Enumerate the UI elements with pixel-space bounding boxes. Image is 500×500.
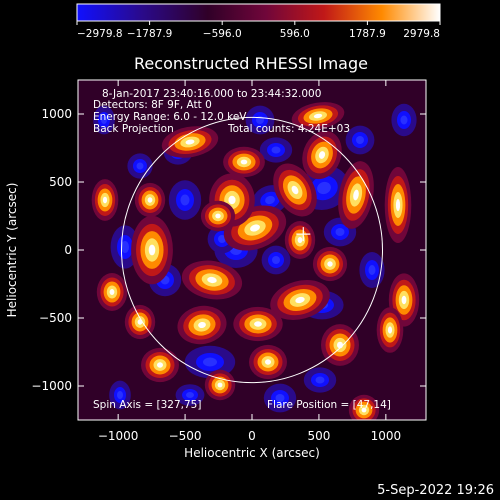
- heatmap-blob: [109, 289, 115, 295]
- annotation-spin-axis: Spin Axis = [327,75]: [93, 399, 201, 411]
- annotation-method: Back Projection: [93, 123, 174, 135]
- x-tick-label: −500: [169, 429, 202, 443]
- annotations: 8-Jan-2017 23:40:16.000 to 23:44:32.000 …: [93, 88, 391, 411]
- heatmap-blob: [250, 224, 260, 232]
- heatmap-blob: [313, 113, 323, 119]
- annotation-flare-position: Flare Position = [47,14]: [267, 399, 391, 411]
- heatmap-blob: [157, 362, 163, 368]
- y-tick-label: −1000: [31, 379, 72, 393]
- heatmap-blob: [136, 162, 144, 170]
- colorbar-tick-label: −1787.9: [127, 28, 173, 40]
- heatmap-blob: [254, 321, 262, 327]
- heatmap-blob: [102, 196, 108, 204]
- heatmap-blob: [198, 321, 206, 329]
- heatmap-blob: [356, 136, 364, 144]
- heatmap-blob: [121, 241, 129, 253]
- flare-marker: [296, 227, 311, 242]
- x-tick-label: 0: [248, 429, 256, 443]
- heatmap-image: [91, 102, 420, 420]
- colorbar: [76, 3, 441, 22]
- y-axis-label: Heliocentric Y (arcsec): [5, 183, 19, 318]
- solar-limb-circle: [121, 116, 383, 384]
- heatmap-blob: [218, 235, 226, 243]
- heatmap-blob: [148, 244, 156, 256]
- heatmap-blob: [368, 265, 376, 275]
- heatmap-blob: [335, 228, 345, 236]
- colorbar-ticks: −2979.8 −1787.9 −596.0 596.0 1787.9 2979.8: [76, 21, 441, 40]
- heatmap-blob: [295, 296, 305, 304]
- heatmap-blob: [101, 116, 107, 124]
- heatmap-blob: [275, 394, 285, 402]
- heatmap-blob: [387, 326, 393, 334]
- axes: −1000 −500 0 500 1000 1000 500 0 −500 −1000: [31, 80, 426, 443]
- heatmap-blob: [327, 261, 333, 267]
- heatmap-blob: [240, 159, 248, 165]
- heatmap-blob: [272, 256, 280, 264]
- heatmap-blob: [185, 139, 195, 145]
- heatmap-blob: [265, 195, 275, 205]
- heatmap-blob: [315, 376, 325, 384]
- heatmap-blob: [186, 392, 194, 398]
- heatmap-blob: [400, 115, 408, 125]
- heatmap-blob: [317, 181, 331, 195]
- y-tick-label: −500: [39, 311, 72, 325]
- heatmap-blob: [117, 391, 123, 399]
- colorbar-tick-label: 2979.8: [403, 28, 440, 40]
- colorbar-tick-label: −2979.8: [77, 28, 123, 40]
- colorbar-tick-label: −596.0: [203, 28, 242, 40]
- heatmap-blob: [297, 237, 303, 243]
- heatmap-blob: [361, 407, 367, 413]
- x-tick-label: 1000: [371, 429, 402, 443]
- annotation-energy-range: Energy Range: 6.0 - 12.0 keV: [93, 111, 247, 123]
- heatmap-blob: [147, 197, 153, 203]
- colorbar-tick-label: 1787.9: [349, 28, 386, 40]
- heatmap-blob: [215, 213, 221, 219]
- heatmap-blob: [395, 199, 401, 211]
- heatmap-blob: [318, 151, 326, 159]
- y-tick-label: 1000: [41, 107, 72, 121]
- x-axis-label: Heliocentric X (arcsec): [184, 446, 320, 460]
- heatmap-blob: [180, 194, 190, 206]
- chart-title: Reconstructed RHESSI Image: [134, 54, 368, 73]
- footer-timestamp: 5-Sep-2022 19:26: [377, 483, 494, 498]
- heatmap-blob: [271, 146, 281, 154]
- heatmap-blob: [265, 359, 271, 365]
- y-tick-label: 0: [64, 243, 72, 257]
- heatmap-blob: [353, 189, 359, 201]
- annotation-time-range: 8-Jan-2017 23:40:16.000 to 23:44:32.000: [102, 88, 321, 100]
- heatmap-blob: [401, 295, 407, 305]
- annotation-detectors: Detectors: 8F 9F, Att 0: [93, 99, 212, 111]
- annotation-total-counts: Total counts: 4.24E+03: [227, 123, 350, 135]
- x-tick-label: 500: [307, 429, 330, 443]
- heatmap-blob: [207, 276, 217, 284]
- heatmap-blob: [291, 185, 299, 195]
- x-tick-label: −1000: [98, 429, 139, 443]
- heatmap-blob: [228, 195, 236, 205]
- heatmap-blob: [203, 357, 217, 367]
- colorbar-tick-label: 596.0: [280, 28, 310, 40]
- heatmap-blob: [217, 382, 223, 388]
- y-tick-label: 500: [49, 175, 72, 189]
